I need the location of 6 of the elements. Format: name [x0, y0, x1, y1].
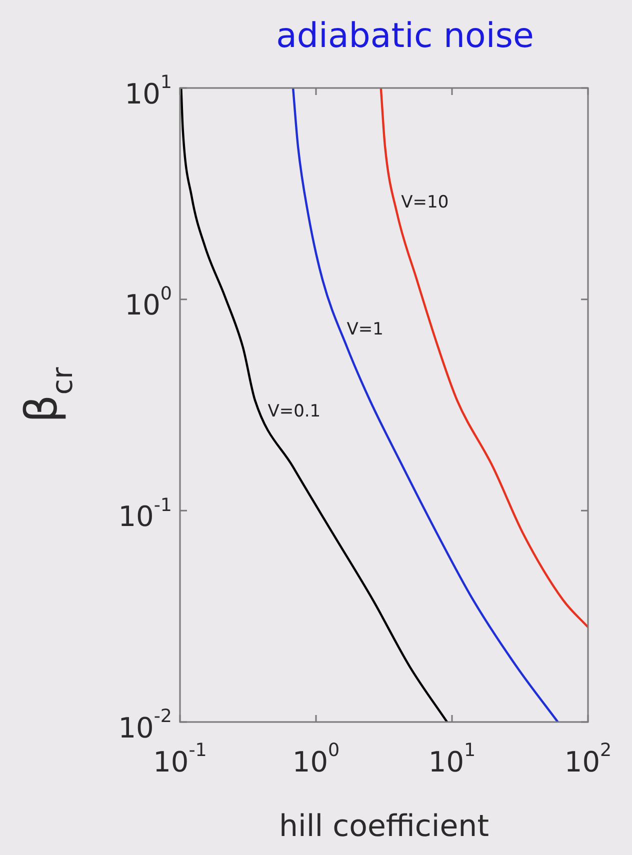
series-label: V=10: [401, 192, 449, 212]
series-label: V=1: [346, 319, 384, 340]
chart-title: adiabatic noise: [276, 16, 534, 56]
series-label: V=0.1: [268, 401, 321, 422]
y-axis-title: βcr: [16, 366, 80, 423]
x-axis-title: hill coefficient: [279, 808, 490, 844]
